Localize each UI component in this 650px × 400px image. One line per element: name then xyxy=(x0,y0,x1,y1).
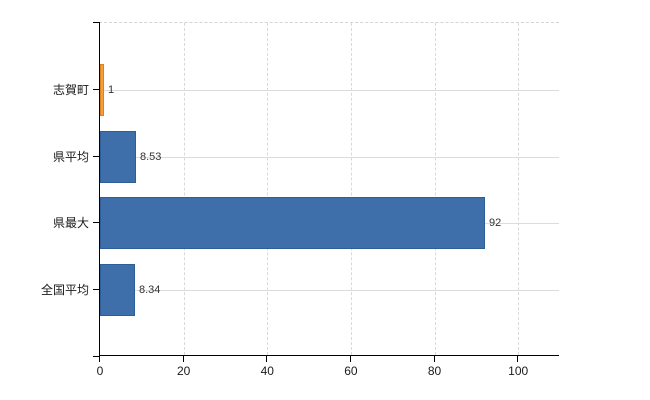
grid-line-vertical xyxy=(183,23,185,355)
grid-line-vertical xyxy=(518,23,520,355)
x-axis-tick xyxy=(433,356,435,362)
category-label: 県最大 xyxy=(52,216,89,230)
bar-value-label: 1 xyxy=(108,84,115,96)
grid-line-vertical xyxy=(434,23,436,355)
x-axis-tick xyxy=(99,356,100,362)
bar-value-label: 8.34 xyxy=(139,284,161,296)
x-axis-tick-label: 40 xyxy=(260,364,274,378)
grid-line-horizontal xyxy=(100,290,559,291)
category-label: 全国平均 xyxy=(40,283,89,297)
bar-2 xyxy=(100,131,136,183)
x-axis-tick xyxy=(182,356,184,362)
x-axis-tick xyxy=(266,356,268,362)
x-axis-tick-label: 0 xyxy=(96,364,104,378)
category-label: 志賀町 xyxy=(52,83,89,97)
y-axis-tick xyxy=(93,289,100,290)
category-label: 県平均 xyxy=(52,150,89,164)
bar-3 xyxy=(100,197,485,249)
grid-line-vertical xyxy=(350,23,352,355)
grid-line-horizontal xyxy=(100,90,559,91)
y-axis-tick xyxy=(93,89,100,90)
bar-value-label: 8.53 xyxy=(140,151,162,163)
x-axis-tick xyxy=(349,356,351,362)
y-axis-end-tick-bottom xyxy=(93,356,100,357)
y-axis-end-tick-top xyxy=(93,22,100,23)
x-axis-tick-label: 20 xyxy=(176,364,191,378)
x-axis-tick-label: 100 xyxy=(508,364,529,378)
bar-4 xyxy=(100,264,135,316)
y-axis-tick xyxy=(93,156,100,157)
bar-value-label: 92 xyxy=(489,217,502,229)
y-axis-tick xyxy=(93,222,100,223)
plot-area: 1 志賀町 8.53 県平均 92 県最大 8.34 全国平均 0 20 40 60 80 100 xyxy=(41,22,559,378)
x-axis-tick-label: 80 xyxy=(427,364,442,378)
bar-1 xyxy=(100,64,104,116)
grid-line-horizontal xyxy=(100,157,559,158)
x-axis-tick-label: 60 xyxy=(344,364,358,378)
grid-line-vertical xyxy=(267,23,269,355)
x-axis-tick xyxy=(517,356,519,362)
